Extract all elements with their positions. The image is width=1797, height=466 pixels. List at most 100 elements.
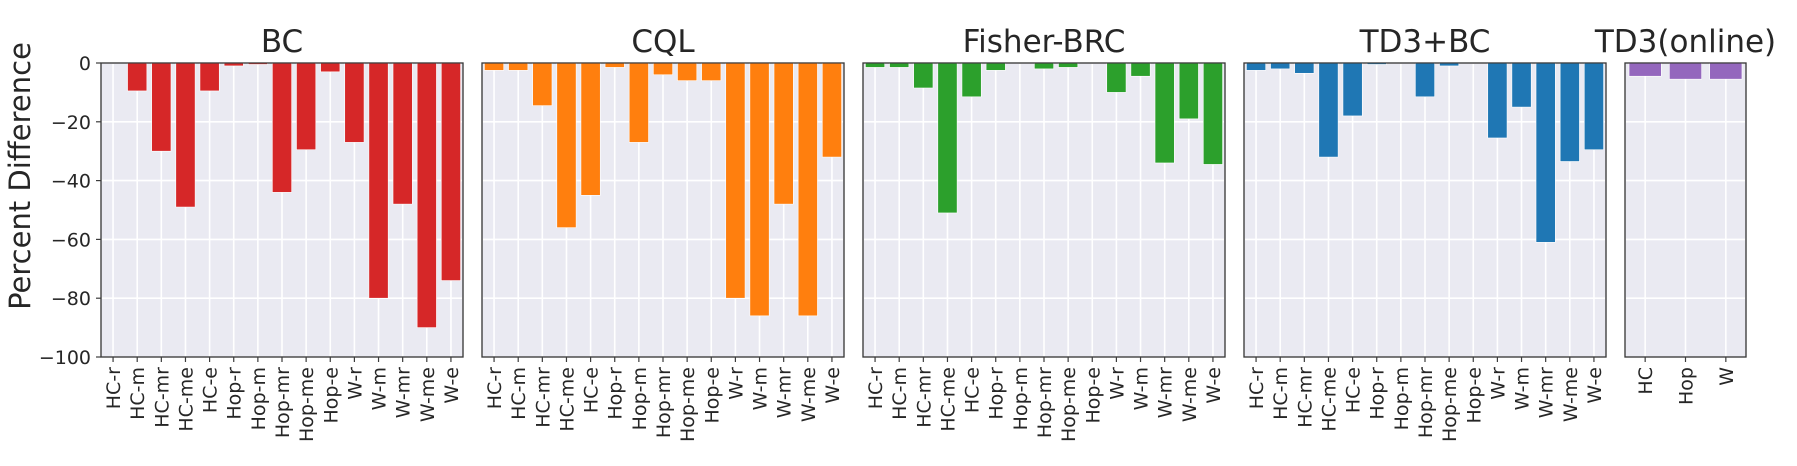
x-tick-label: HC-mr [913,367,935,428]
x-tick-label: W [1716,367,1738,386]
x-tick-label: HC-m [889,367,911,420]
x-tick-label: W-e [441,367,463,404]
bar-W-r [725,62,746,299]
x-tick-label: HC-e [581,367,603,413]
y-tick-label: −80 [51,288,91,310]
bar-W-mr [1154,62,1175,164]
y-axis-label: Percent Difference [3,42,37,310]
x-tick-label: W-me [417,367,439,422]
bar-W [1709,62,1743,80]
x-tick-label: W-mr [393,367,415,418]
x-tick-label: W-me [1560,367,1582,422]
y-tick-label: −100 [39,347,91,369]
bar-HC-mr [151,62,172,152]
x-tick-label: Hop-r [605,367,627,420]
bar-W-me [1178,62,1199,120]
bar-Hop-me [677,62,698,81]
bar-HC-mr [1294,62,1315,74]
x-tick-label: HC-m [127,367,149,420]
bar-HC-r [1246,62,1267,71]
bar-HC-me [556,62,577,228]
bar-Hop-mr [1034,62,1054,70]
bar-HC-me [1318,62,1339,158]
x-tick-label: Hop-mr [1415,367,1437,438]
bar-HC-e [1342,62,1363,117]
bar-Hop-r [985,62,1006,71]
x-tick-label: W-mr [774,367,796,418]
bar-HC-me [175,62,196,208]
panel-title: Fisher-BRC [963,24,1126,60]
bar-W-m [368,62,389,299]
x-tick-label: Hop-me [1058,367,1080,442]
x-tick-label: Hop-e [701,367,723,424]
x-tick-label: W-r [725,367,747,400]
x-tick-label: HC-m [508,367,530,420]
x-tick-label: Hop-e [1463,367,1485,424]
bar-HC-mr [532,62,553,106]
bar-W-e [440,62,461,281]
x-tick-label: Hop-r [986,367,1008,420]
x-tick-label: HC-e [200,367,222,413]
panel-1: BC HC-r HC-m HC-mr HC-me HC-e Hop-r Hop-m Hop-mr… [100,24,464,442]
x-tick-label: HC-m [1270,367,1292,420]
x-tick-label: Hop-e [1082,367,1104,424]
bar-W-m [1511,62,1532,108]
x-tick-label: HC-me [175,367,197,432]
bar-HC-me [937,62,958,214]
bar-W-e [1583,62,1604,151]
x-tick-label: HC-mr [1294,367,1316,428]
bar-W-me [416,62,437,328]
bar-Hop-me [296,62,317,151]
bar-HC-m [508,62,529,71]
bar-W-m [1130,62,1151,77]
panel-title: CQL [631,24,695,60]
y-ticks: 0 −20 −40 −60 −80 −100 [39,53,101,369]
x-tick-label: HC-mr [532,367,554,428]
bar-Hop-mr [1415,62,1435,98]
x-tick-label: W-me [798,367,820,422]
bar-HC-r [865,62,886,68]
panel-5: TD3(online) HC Hop W [1594,24,1776,405]
x-tick-label: Hop-m [248,367,270,430]
bar-W-me [797,62,818,317]
bar-Hop-e [701,62,722,81]
x-tick-label: Hop-me [296,367,318,442]
bar-W-mr [773,62,794,205]
bar-W-me [1559,62,1580,162]
x-tick-label: W-me [1179,367,1201,422]
bar-Hop [1669,62,1702,80]
bar-W-e [1202,62,1223,165]
bar-HC-e [199,62,220,92]
x-tick-label: W-m [750,367,772,410]
x-tick-label: Hop-mr [653,367,675,438]
x-tick-label: HC-r [103,367,125,409]
x-tick-label: Hop-r [224,367,246,420]
bar-Hop-m [628,62,649,143]
x-tick-label: Hop-me [677,367,699,442]
bar-W-e [821,62,842,158]
bar-W-mr [1535,62,1556,243]
x-tick-label: Hop-e [320,367,342,424]
x-tick-label: HC-r [1246,367,1268,409]
bar-Hop-mr [272,62,292,193]
bar-HC [1628,62,1662,77]
x-tick-label: W-e [1584,367,1606,404]
bar-HC-mr [913,62,934,89]
x-tick-label: W-e [1203,367,1225,404]
x-tick-label: W-m [1512,367,1534,410]
x-tick-label: Hop-m [1010,367,1032,430]
panel-title: TD3(online) [1594,24,1776,60]
x-tick-label: Hop-mr [1034,367,1056,438]
x-tick-label: HC-e [1343,367,1365,413]
bar-W-mr [392,62,413,205]
bar-HC-e [961,62,982,98]
x-tick-label: W-e [822,367,844,404]
bar-W-r [1487,62,1508,139]
bar-HC-e [580,62,601,196]
x-tick-label: W-m [1131,367,1153,410]
x-tick-label: HC-me [937,367,959,432]
